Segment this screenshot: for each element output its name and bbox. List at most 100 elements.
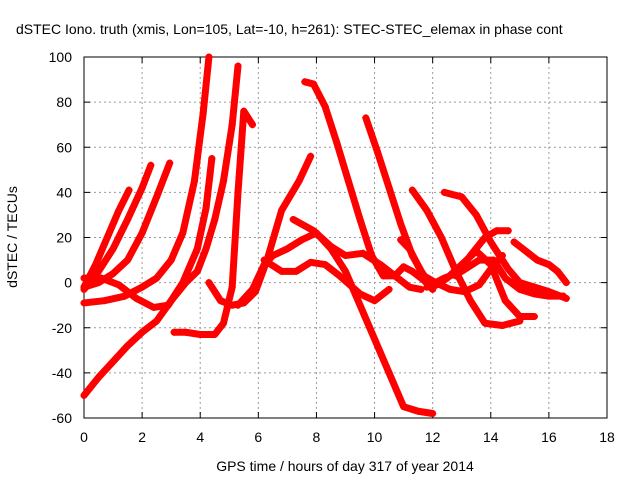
data-point [219,177,227,185]
data-point [167,297,175,305]
data-point [211,215,219,223]
data-point [400,403,408,411]
x-tick-label: 14 [483,429,499,445]
data-point [125,186,133,194]
data-point [80,391,88,399]
data-point [397,220,405,228]
data-point [234,188,242,196]
data-point [295,177,303,185]
grid-lines [84,57,607,418]
data-point [289,215,297,223]
data-point [472,211,480,219]
series-line [260,256,393,305]
x-tick-label: 4 [196,429,204,445]
data-point [429,409,437,417]
y-axis-ticks: -60 -40 -20 0 20 40 60 80 100 [49,49,607,426]
data-point [562,294,570,302]
x-tick-label: 6 [254,429,262,445]
data-point [278,267,286,275]
x-tick-label: 10 [367,429,383,445]
y-tick-label: -60 [52,410,72,426]
data-point [490,256,498,264]
data-point [301,78,309,86]
series-7 [170,107,257,339]
data-point [196,331,204,339]
data-point [405,283,413,291]
y-tick-label: -20 [52,320,72,336]
data-point [501,297,509,305]
data-point [115,206,123,214]
data-point [333,139,341,147]
data-point [269,252,277,260]
data-point [440,274,448,282]
data-series [80,53,570,417]
data-point [260,256,268,264]
data-point [458,193,466,201]
data-point [446,285,454,293]
data-point [342,252,349,260]
data-point [109,358,117,366]
data-point [356,301,364,309]
data-point [103,234,111,241]
data-point [530,312,538,320]
data-point [182,328,190,336]
data-point [202,245,210,253]
data-point [228,283,236,291]
x-tick-label: 16 [541,429,557,445]
data-point [190,177,198,185]
data-point [193,267,201,275]
data-point [516,285,524,293]
data-point [153,317,161,325]
data-point [530,290,538,298]
data-point [400,263,408,271]
data-point [321,261,329,269]
data-point [530,283,538,291]
data-point [522,247,530,255]
data-point [336,272,344,280]
data-point [167,256,175,264]
data-point [193,245,201,253]
data-point [166,159,174,167]
data-point [371,297,379,305]
data-point [234,301,242,309]
data-point [202,204,210,212]
data-point [179,229,187,237]
y-tick-label: 20 [56,230,72,246]
data-point [481,319,489,327]
data-point [138,328,146,336]
x-axis-label: GPS time / hours of day 317 of year 2014 [216,458,474,474]
data-point [504,265,512,273]
data-point [516,279,524,287]
data-point [80,299,88,307]
data-point [423,283,431,291]
data-point [208,155,216,163]
series-line [80,155,216,311]
data-point [109,245,117,253]
data-point [475,256,483,264]
series-17 [440,188,570,302]
data-point [292,267,300,275]
data-point [437,234,445,241]
data-point [240,107,248,115]
data-point [417,285,425,293]
data-point [310,227,318,235]
data-point [217,297,225,305]
data-point [391,272,399,280]
y-tick-label: 40 [56,184,72,200]
x-axis-ticks: 0 2 4 6 8 10 12 14 16 18 [80,57,615,445]
data-point [124,256,132,264]
x-tick-label: 18 [599,429,615,445]
data-point [533,256,541,264]
data-point [153,193,161,201]
data-point [283,245,291,253]
data-point [545,288,553,296]
data-point [417,267,425,275]
data-point [359,249,367,257]
data-point [440,188,448,196]
data-point [138,229,146,237]
data-point [307,258,315,266]
data-point [516,317,524,325]
data-point [249,121,257,129]
y-tick-label: -40 [52,365,72,381]
data-point [356,290,364,298]
